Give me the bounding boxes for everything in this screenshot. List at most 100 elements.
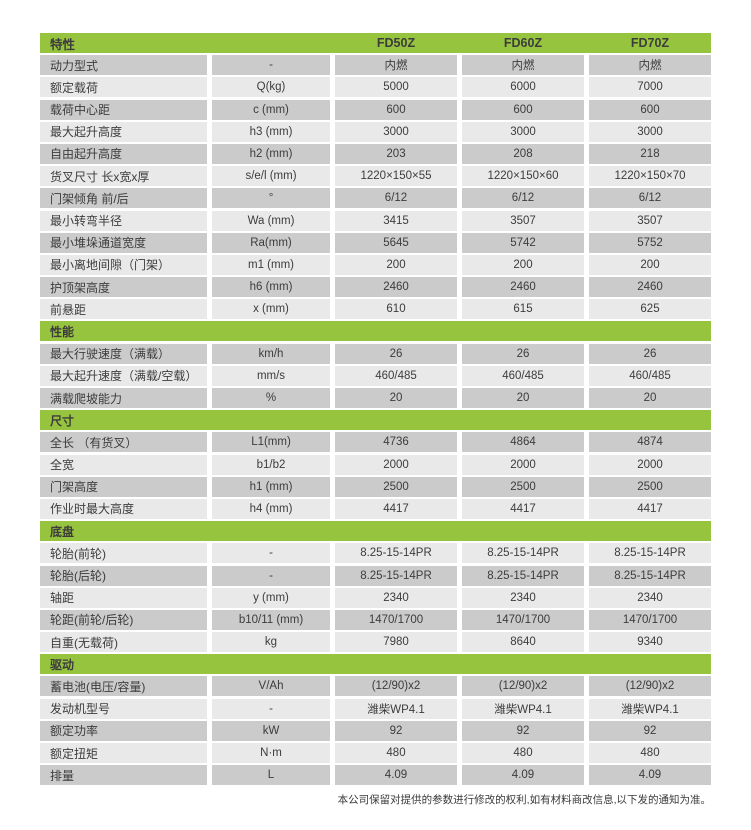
- row-value: 8.25-15-14PR: [462, 543, 584, 564]
- row-unit: V/Ah: [212, 676, 330, 697]
- row-value: 1470/1700: [589, 609, 711, 630]
- row-value: 2460: [589, 277, 711, 298]
- row-value: 4.09: [589, 765, 711, 786]
- row-label: 最小堆垛通道宽度: [40, 232, 207, 253]
- footer-disclaimer: 本公司保留对提供的参数进行修改的权利,如有材料商改信息,以下发的通知为准。: [337, 794, 711, 806]
- table-header-row: 特性 FD50Z FD60Z FD70Z: [40, 33, 711, 53]
- row-value: 5752: [589, 232, 711, 253]
- row-value: 4.09: [335, 765, 457, 786]
- row-value: 3507: [589, 210, 711, 231]
- row-value: (12/90)x2: [335, 676, 457, 697]
- row-label: 额定扭矩: [40, 743, 207, 763]
- table-row: 全宽 b1/b2 2000 2000 2000: [40, 454, 711, 475]
- section-bar: 底盘: [40, 521, 711, 542]
- header-model-fd60z: FD60Z: [503, 36, 543, 50]
- row-value: 6/12: [589, 188, 711, 209]
- row-label: 轮距(前轮/后轮): [40, 609, 207, 630]
- row-value: 480: [335, 743, 457, 763]
- row-label: 护顶架高度: [40, 277, 207, 298]
- row-value: 8.25-15-14PR: [589, 543, 711, 564]
- row-value: 625: [589, 299, 711, 320]
- row-value: 2340: [589, 587, 711, 608]
- row-value: 203: [335, 143, 457, 164]
- section-bar: 驱动: [40, 654, 711, 675]
- row-label: 作业时最大高度: [40, 498, 207, 519]
- row-label: 额定功率: [40, 720, 207, 741]
- row-value: 2500: [589, 476, 711, 497]
- row-value: 4417: [462, 498, 584, 519]
- row-label: 货叉尺寸 长x宽x厚: [40, 166, 207, 187]
- row-label: 额定载荷: [40, 77, 207, 98]
- table-row: 门架倾角 前/后 ° 6/12 6/12 6/12: [40, 188, 711, 209]
- row-value: 潍柴WP4.1: [589, 698, 711, 719]
- row-label: 轮胎(后轮): [40, 565, 207, 586]
- row-value: 20: [462, 388, 584, 408]
- header-unit-spacer: [212, 33, 330, 53]
- row-value: 480: [589, 743, 711, 763]
- row-value: 200: [589, 254, 711, 275]
- row-unit: kg: [212, 632, 330, 653]
- row-value: 3415: [335, 210, 457, 231]
- table-row: 护顶架高度 h6 (mm) 2460 2460 2460: [40, 277, 711, 298]
- row-unit: h6 (mm): [212, 277, 330, 298]
- row-value: 8.25-15-14PR: [462, 565, 584, 586]
- row-value: 218: [589, 143, 711, 164]
- row-label: 全长 （有货叉）: [40, 432, 207, 453]
- table-row: 排量 L 4.09 4.09 4.09: [40, 765, 711, 786]
- row-label: 最小转弯半径: [40, 210, 207, 231]
- row-value: 200: [335, 254, 457, 275]
- row-label: 动力型式: [40, 55, 207, 76]
- row-label: 满载爬坡能力: [40, 388, 207, 408]
- row-value: 1470/1700: [335, 609, 457, 630]
- row-unit: km/h: [212, 343, 330, 364]
- row-value: 7980: [335, 632, 457, 653]
- row-value: 20: [589, 388, 711, 408]
- table-row: 轮胎(前轮) -8.25-15-14PR 8.25-15-14PR 8.25-15-1…: [40, 543, 711, 564]
- row-unit: h3 (mm): [212, 121, 330, 142]
- table-row: 发动机型号 - 潍柴WP4.1 潍柴WP4.1 潍柴WP4.1: [40, 698, 711, 719]
- row-unit: -: [212, 565, 330, 586]
- row-unit: h1 (mm): [212, 476, 330, 497]
- row-label: 全宽: [40, 454, 207, 475]
- row-value: 600: [589, 99, 711, 120]
- row-unit: m1 (mm): [212, 254, 330, 275]
- row-label: 发动机型号: [40, 698, 207, 719]
- row-label: 轮胎(前轮): [40, 543, 207, 564]
- row-label: 排量: [40, 765, 207, 786]
- row-unit: c (mm): [212, 99, 330, 120]
- row-label: 蓄电池(电压/容量): [40, 676, 207, 697]
- row-unit: %: [212, 388, 330, 408]
- row-unit: s/e/l (mm): [212, 166, 330, 187]
- row-value: 460/485: [462, 365, 584, 386]
- table-row: 轮距(前轮/后轮) b10/11 (mm) 1470/1700 1470/1700 14…: [40, 609, 711, 630]
- row-value: 潍柴WP4.1: [462, 698, 584, 719]
- row-value: 5645: [335, 232, 457, 253]
- row-label: 最大起升高度: [40, 121, 207, 142]
- row-value: 2460: [335, 277, 457, 298]
- row-value: 2000: [335, 454, 457, 475]
- row-value: 8640: [462, 632, 584, 653]
- row-value: 内燃: [462, 55, 584, 76]
- table-row: 前悬距 x (mm) 610 615 625: [40, 299, 711, 320]
- row-value: 92: [335, 720, 457, 741]
- spec-table: 特性 FD50Z FD60Z FD70Z 动力型式 - 内燃 内燃 内燃 额定载荷 Q(kg…: [40, 33, 711, 786]
- table-row: 最小转弯半径 Wa (mm) 3415 3507 3507: [40, 210, 711, 231]
- row-value: 4417: [589, 498, 711, 519]
- row-value: 2340: [335, 587, 457, 608]
- row-unit: Ra(mm): [212, 232, 330, 253]
- row-value: 潍柴WP4.1: [335, 698, 457, 719]
- row-label: 最大起升速度（满载/空载）: [40, 365, 207, 386]
- row-value: 20: [335, 388, 457, 408]
- row-value: 6000: [462, 77, 584, 98]
- table-row: 最大行驶速度（满载） km/h 26 26 26: [40, 343, 711, 364]
- row-label: 最大行驶速度（满载）: [40, 343, 207, 364]
- row-unit: x (mm): [212, 299, 330, 320]
- row-unit: b10/11 (mm): [212, 609, 330, 630]
- row-value: 208: [462, 143, 584, 164]
- row-value: 8.25-15-14PR: [335, 565, 457, 586]
- row-value: 92: [589, 720, 711, 741]
- row-label: 门架倾角 前/后: [40, 188, 207, 209]
- row-value: 内燃: [589, 55, 711, 76]
- table-row: 额定功率 kW 92 92 92: [40, 720, 711, 741]
- row-value: 2000: [589, 454, 711, 475]
